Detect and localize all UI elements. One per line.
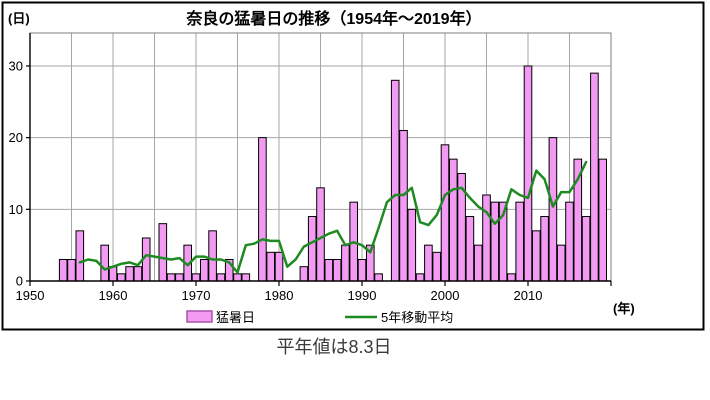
legend: 猛暑日 5年移動平均 xyxy=(186,310,453,325)
bar-1986 xyxy=(324,258,334,282)
bar-2005 xyxy=(482,194,491,282)
bar-1994 xyxy=(390,79,400,282)
bar-2013 xyxy=(548,137,558,282)
bar-1967 xyxy=(166,273,176,282)
caption-normal-value: 平年値は8.3日 xyxy=(276,337,391,357)
bar-2011 xyxy=(532,230,541,282)
x-axis-unit-label: (年) xyxy=(613,301,635,316)
x-tick-label: 2010 xyxy=(514,288,543,303)
bar-1983 xyxy=(299,266,309,282)
bar-1996 xyxy=(407,208,417,282)
bar-1995 xyxy=(399,129,408,282)
bar-2000 xyxy=(440,144,450,282)
bar-1985 xyxy=(316,187,325,282)
bar-1966 xyxy=(158,223,168,282)
bar-1971 xyxy=(200,258,209,282)
chart-title: 奈良の猛暑日の推移（1954年〜2019年） xyxy=(185,9,481,28)
bar-1992 xyxy=(374,273,383,282)
bar-1987 xyxy=(332,258,342,282)
bar-2014 xyxy=(556,244,566,282)
y-tick-label: 20 xyxy=(9,130,23,145)
bar-1999 xyxy=(432,251,441,282)
bar-1959 xyxy=(100,244,110,282)
legend-bar-swatch-icon xyxy=(186,310,213,323)
bar-1979 xyxy=(266,251,275,282)
bar-2008 xyxy=(507,273,516,282)
bar-1968 xyxy=(175,273,184,282)
bar-2009 xyxy=(515,201,525,282)
legend-bar-label: 猛暑日 xyxy=(216,310,255,325)
x-tick-label: 1970 xyxy=(182,288,211,303)
bar-1975 xyxy=(233,273,242,282)
bar-2003 xyxy=(465,215,475,282)
bar-1954 xyxy=(58,258,68,282)
bar-1988 xyxy=(341,244,350,282)
moving-average-line xyxy=(78,160,588,274)
bar-1984 xyxy=(307,215,317,282)
bar-1980 xyxy=(274,251,284,282)
x-tick-label: 1950 xyxy=(16,288,45,303)
bar-1990 xyxy=(357,258,367,282)
plot-area: 0 10 20 30 1950 1960 1970 1980 1990 2000 2010 xyxy=(9,32,612,303)
y-tick-label: 10 xyxy=(9,202,23,217)
y-axis-unit-label: (日) xyxy=(8,11,30,26)
x-tick-label: 1980 xyxy=(265,288,294,303)
legend-line-label: 5年移動平均 xyxy=(381,310,453,325)
bar-2019 xyxy=(598,158,608,282)
bar-1956 xyxy=(75,230,85,282)
bar-1997 xyxy=(415,273,425,282)
y-tick-label: 0 xyxy=(16,274,23,289)
bar-1972 xyxy=(208,230,217,282)
bar-1973 xyxy=(216,273,226,282)
x-tick-label: 2000 xyxy=(431,288,460,303)
bar-2010 xyxy=(523,65,533,282)
bar-1955 xyxy=(67,258,76,282)
bar-2006 xyxy=(490,201,500,282)
bar-2018 xyxy=(590,72,599,282)
bar-2001 xyxy=(449,158,458,282)
bar-1961 xyxy=(117,273,126,282)
y-tick-label: 30 xyxy=(9,58,23,73)
x-tick-label: 1960 xyxy=(99,288,128,303)
bar-1976 xyxy=(241,273,251,282)
bar-1970 xyxy=(191,273,201,282)
bar-2012 xyxy=(540,215,549,282)
bar-1978 xyxy=(258,137,267,282)
bar-2004 xyxy=(473,244,483,282)
bar-1963 xyxy=(133,266,143,282)
bar-1962 xyxy=(125,266,134,282)
bar-2015 xyxy=(565,201,574,282)
x-tick-label: 1990 xyxy=(348,288,377,303)
bar-1998 xyxy=(424,244,433,282)
bar-2017 xyxy=(581,215,591,282)
